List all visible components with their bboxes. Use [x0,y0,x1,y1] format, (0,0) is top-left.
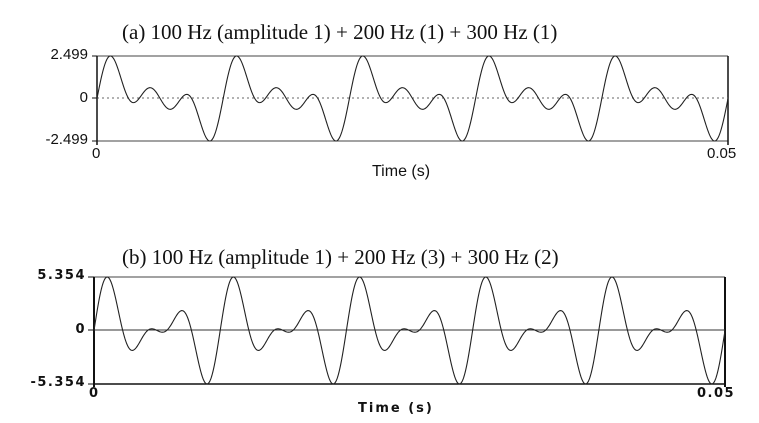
plot-b-ytick-zero: 0 [75,322,86,337]
plot-b-xtick-right: 0.05 [697,386,736,401]
plot-b [88,276,726,387]
plot-b-title: (b) 100 Hz (amplitude 1) + 200 Hz (3) + … [122,245,559,269]
plot-a-waveform [96,55,729,142]
plot-a-ytick-zero: 0 [79,89,88,106]
plot-a-xtick-left: 0 [92,145,101,162]
plot-a-xlabel: Time (s) [372,163,431,180]
plot-a-title: (a) 100 Hz (amplitude 1) + 200 Hz (1) + … [122,20,558,44]
plot-a [92,55,729,145]
plot-b-waveform [93,276,726,385]
plot-b-xtick-left: 0 [89,386,100,401]
plot-b-xlabel: Time (s) [358,401,434,416]
plot-a-ytick-top: 2.499 [50,46,88,63]
plot-b-ytick-top: 5.354 [37,268,86,283]
plot-a-xtick-right: 0.05 [707,145,737,162]
plot-b-ytick-bottom: -5.354 [30,375,86,390]
plot-a-ytick-bottom: -2.499 [45,131,88,148]
